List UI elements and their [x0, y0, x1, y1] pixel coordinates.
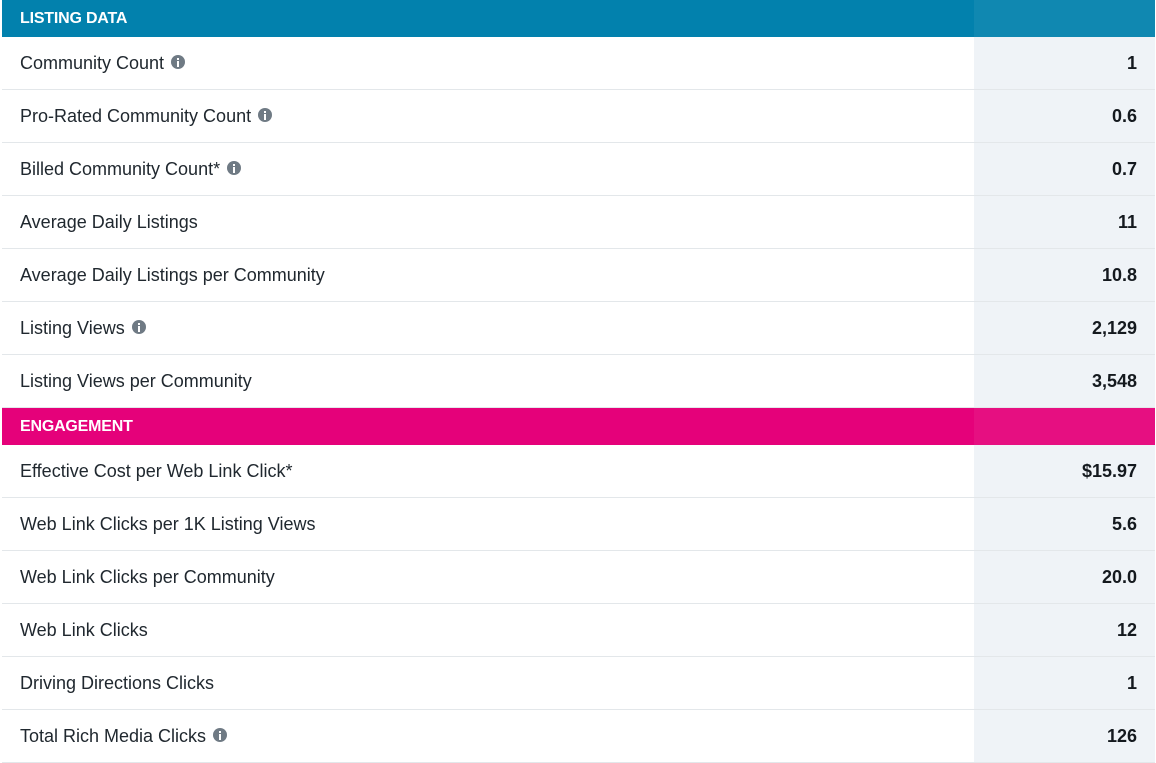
metric-label-cell: Average Daily Listings per Community: [2, 265, 974, 286]
metric-value: 2,129: [974, 302, 1155, 354]
metric-label: Average Daily Listings per Community: [20, 264, 325, 285]
metric-label-cell: Total Rich Media Clicks: [2, 726, 974, 747]
section-header: LISTING DATA: [2, 0, 1155, 37]
metric-label: Pro-Rated Community Count: [20, 105, 252, 126]
metric-value: 11: [974, 196, 1155, 248]
metric-label-cell: Effective Cost per Web Link Click*: [2, 461, 974, 482]
table-row: Listing Views per Community 3,548: [2, 355, 1155, 408]
section-listing-data: LISTING DATA Community Count 1 Pro-Rated…: [2, 0, 1155, 408]
metric-value: 3,548: [974, 355, 1155, 407]
metric-label: Web Link Clicks per Community: [20, 566, 275, 587]
metric-value: $15.97: [974, 445, 1155, 497]
table-row: Listing Views 2,129: [2, 302, 1155, 355]
metric-label-cell: Community Count: [2, 53, 974, 74]
metric-label: Listing Views per Community: [20, 370, 252, 391]
section-title: ENGAGEMENT: [20, 417, 133, 435]
metric-label: Effective Cost per Web Link Click*: [20, 460, 293, 481]
metric-label-cell: Driving Directions Clicks: [2, 673, 974, 694]
metric-value: 0.7: [974, 143, 1155, 195]
header-value-column: [974, 408, 1155, 445]
table-row: Average Daily Listings per Community 10.…: [2, 249, 1155, 302]
table-row: Web Link Clicks per Community 20.0: [2, 551, 1155, 604]
metric-value: 0.6: [974, 90, 1155, 142]
table-row: Driving Directions Clicks 1: [2, 657, 1155, 710]
metric-value: 1: [974, 657, 1155, 709]
metric-label-cell: Web Link Clicks per 1K Listing Views: [2, 514, 974, 535]
table-row: Pro-Rated Community Count 0.6: [2, 90, 1155, 143]
metric-label-cell: Billed Community Count*: [2, 159, 974, 180]
metric-label: Total Rich Media Clicks: [20, 725, 207, 746]
table-row: Total Rich Media Clicks 126: [2, 710, 1155, 763]
metric-value: 1: [974, 37, 1155, 89]
metric-value: 20.0: [974, 551, 1155, 603]
table-row: Effective Cost per Web Link Click* $15.9…: [2, 445, 1155, 498]
metric-label-cell: Average Daily Listings: [2, 212, 974, 233]
metric-label-cell: Web Link Clicks: [2, 620, 974, 641]
metric-value: 12: [974, 604, 1155, 656]
metric-label: Average Daily Listings: [20, 211, 198, 232]
metric-value: 126: [974, 710, 1155, 762]
table-row: Average Daily Listings 11: [2, 196, 1155, 249]
section-title: LISTING DATA: [20, 9, 128, 27]
metric-value: 5.6: [974, 498, 1155, 550]
section-header: ENGAGEMENT: [2, 408, 1155, 445]
metric-label: Billed Community Count*: [20, 158, 221, 179]
info-icon[interactable]: [213, 728, 228, 742]
metric-label-cell: Web Link Clicks per Community: [2, 567, 974, 588]
metric-label: Web Link Clicks: [20, 619, 148, 640]
metric-label-cell: Listing Views per Community: [2, 371, 974, 392]
metric-label: Community Count: [20, 52, 165, 73]
info-icon[interactable]: [227, 161, 242, 175]
table-row: Billed Community Count* 0.7: [2, 143, 1155, 196]
info-icon[interactable]: [258, 108, 273, 122]
metric-label: Driving Directions Clicks: [20, 672, 215, 693]
metric-label: Listing Views: [20, 317, 125, 338]
table-row: Community Count 1: [2, 37, 1155, 90]
table-row: Web Link Clicks per 1K Listing Views 5.6: [2, 498, 1155, 551]
metric-value: 10.8: [974, 249, 1155, 301]
info-icon[interactable]: [131, 320, 146, 334]
section-engagement: ENGAGEMENT Effective Cost per Web Link C…: [2, 408, 1155, 763]
metric-label-cell: Listing Views: [2, 318, 974, 339]
header-value-column: [974, 0, 1155, 37]
info-icon[interactable]: [171, 55, 186, 69]
table-row: Web Link Clicks 12: [2, 604, 1155, 657]
metric-label: Web Link Clicks per 1K Listing Views: [20, 513, 316, 534]
metric-label-cell: Pro-Rated Community Count: [2, 106, 974, 127]
